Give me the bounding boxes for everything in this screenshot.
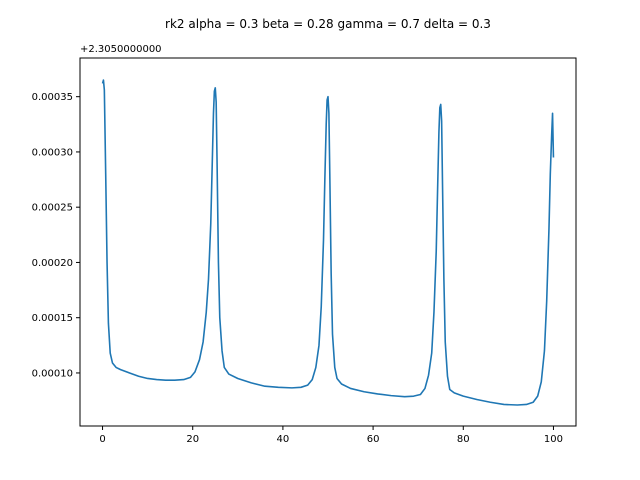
series-line-0	[101, 79, 555, 406]
x-tick-label: 0	[99, 434, 105, 445]
x-tick-label: 80	[457, 434, 470, 445]
x-tick-label: 40	[277, 434, 290, 445]
y-tick-label: 0.00030	[32, 147, 73, 158]
y-tick-label: 0.00025	[32, 203, 73, 214]
x-tick-label: 60	[367, 434, 380, 445]
y-offset-text: +2.3050000000	[80, 44, 162, 55]
plot-area	[101, 79, 555, 406]
x-tick-label: 20	[186, 434, 199, 445]
y-tick-label: 0.00035	[32, 92, 73, 103]
axis-ticks: 0 20 40 60 80 100 0.00010 0.00015 0.00020 0.00025…	[32, 92, 563, 445]
y-tick-label: 0.00020	[32, 258, 73, 269]
y-tick-label: 0.00010	[32, 368, 73, 379]
chart-title: rk2 alpha = 0.3 beta = 0.28 gamma = 0.7 …	[165, 17, 491, 31]
axes-frame	[79, 57, 577, 427]
x-tick-label: 100	[544, 434, 563, 445]
y-tick-label: 0.00015	[32, 313, 73, 324]
